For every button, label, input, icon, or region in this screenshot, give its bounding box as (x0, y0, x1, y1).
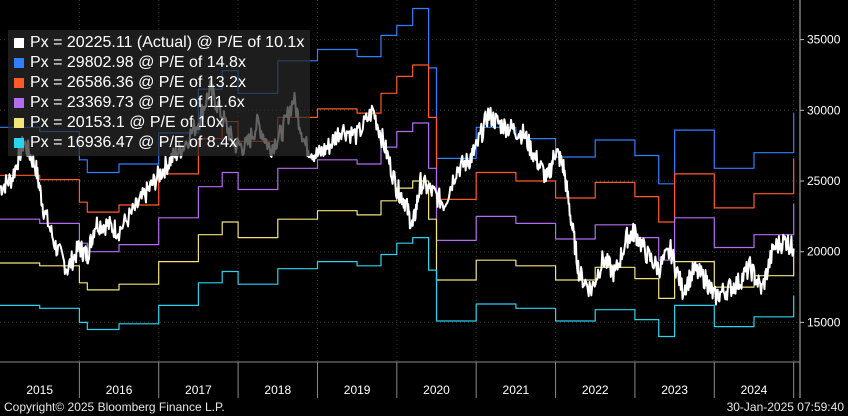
y-tick-label: 30000 (807, 103, 841, 117)
legend-label-pe-11-6: Px = 23369.73 @ P/E of 11.6x (30, 94, 245, 111)
y-tick-label: 20000 (807, 245, 841, 259)
legend: Px = 20225.11 (Actual) @ P/E of 10.1x Px… (8, 30, 311, 156)
x-tick-label: 2018 (264, 383, 291, 397)
legend-swatch-pe-14-8 (14, 58, 24, 68)
legend-swatch-actual (14, 38, 24, 48)
legend-label-pe-14-8: Px = 29802.98 @ P/E of 14.8x (30, 54, 246, 71)
legend-swatch-pe-8-4 (14, 138, 24, 148)
series-line-px-20153-1-p-e-of-10x (0, 180, 795, 299)
x-tick-label: 2023 (661, 383, 688, 397)
x-tick-label: 2022 (582, 383, 609, 397)
series-line-px-26586-36-p-e-of-13-2x (0, 64, 795, 223)
x-tick-label: 2024 (741, 383, 768, 397)
y-tick-label: 25000 (807, 174, 841, 188)
legend-item-pe-13-2: Px = 26586.36 @ P/E of 13.2x (14, 73, 304, 93)
legend-item-pe-14-8: Px = 29802.98 @ P/E of 14.8x (14, 53, 304, 73)
x-tick-label: 2015 (26, 383, 53, 397)
series-line-px-29802-98-p-e-of-14-8x (0, 7, 795, 185)
y-tick-label: 35000 (807, 33, 841, 47)
legend-item-pe-10: Px = 20153.1 @ P/E of 10x (14, 113, 304, 133)
copyright-text: Copyright© 2025 Bloomberg Finance L.P. (4, 400, 225, 414)
x-tick-label: 2017 (185, 383, 212, 397)
x-tick-label: 2016 (106, 383, 133, 397)
series-line-px-16936-47-p-e-of-8-4x (0, 237, 795, 338)
axes: 15000 20000 25000 30000 35000 2015 2016 2017 201… (0, 0, 841, 398)
legend-item-pe-8-4: Px = 16936.47 @ P/E of 8.4x (14, 133, 304, 153)
x-tick-label: 2021 (503, 383, 530, 397)
legend-label-actual: Px = 20225.11 (Actual) @ P/E of 10.1x (30, 34, 305, 51)
legend-item-actual: Px = 20225.11 (Actual) @ P/E of 10.1x (14, 33, 304, 53)
legend-label-pe-8-4: Px = 16936.47 @ P/E of 8.4x (30, 134, 238, 151)
legend-swatch-pe-10 (14, 118, 24, 128)
series-lines (0, 7, 795, 338)
x-tick-label: 2020 (423, 383, 450, 397)
footer: Copyright© 2025 Bloomberg Finance L.P. 3… (0, 398, 848, 416)
series-line-px-20225-11-actual-p-e-of-10-1x (0, 79, 795, 306)
legend-label-pe-10: Px = 20153.1 @ P/E of 10x (30, 114, 224, 131)
timestamp-text: 30-Jan-2025 07:59:40 (726, 400, 844, 414)
legend-swatch-pe-11-6 (14, 98, 24, 108)
y-tick-label: 15000 (807, 315, 841, 329)
legend-swatch-pe-13-2 (14, 78, 24, 88)
legend-item-pe-11-6: Px = 23369.73 @ P/E of 11.6x (14, 93, 304, 113)
x-tick-label: 2019 (344, 383, 371, 397)
series-line-px-23369-73-p-e-of-11-6x (0, 122, 795, 261)
legend-label-pe-13-2: Px = 26586.36 @ P/E of 13.2x (30, 74, 246, 91)
